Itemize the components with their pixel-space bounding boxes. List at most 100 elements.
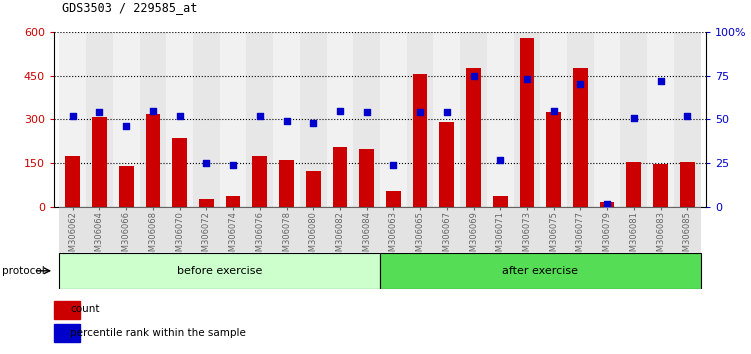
Bar bbox=[220, 32, 246, 207]
Bar bbox=[333, 147, 347, 207]
Bar bbox=[252, 156, 267, 207]
Bar bbox=[594, 207, 620, 253]
Bar bbox=[439, 122, 454, 207]
Point bbox=[547, 108, 559, 114]
Point bbox=[334, 108, 346, 114]
Bar bbox=[306, 171, 321, 207]
Point bbox=[521, 76, 533, 82]
Point bbox=[120, 124, 132, 129]
Point bbox=[681, 113, 693, 119]
Bar bbox=[113, 207, 140, 253]
Point bbox=[575, 81, 587, 87]
Bar bbox=[540, 32, 567, 207]
Bar bbox=[573, 68, 588, 207]
Text: count: count bbox=[71, 304, 100, 314]
Text: after exercise: after exercise bbox=[502, 266, 578, 276]
Bar bbox=[620, 32, 647, 207]
Point bbox=[388, 162, 400, 168]
Bar bbox=[626, 162, 641, 207]
Bar bbox=[172, 138, 187, 207]
Point bbox=[414, 110, 426, 115]
Bar bbox=[327, 32, 353, 207]
Text: before exercise: before exercise bbox=[177, 266, 262, 276]
Bar bbox=[540, 207, 567, 253]
Bar bbox=[674, 207, 701, 253]
Bar bbox=[300, 32, 327, 207]
Bar bbox=[380, 207, 407, 253]
Bar bbox=[166, 207, 193, 253]
Bar bbox=[246, 32, 273, 207]
Bar bbox=[113, 32, 140, 207]
Bar bbox=[433, 32, 460, 207]
Point bbox=[254, 113, 266, 119]
Bar bbox=[594, 32, 620, 207]
Bar bbox=[567, 207, 594, 253]
Bar bbox=[620, 207, 647, 253]
FancyBboxPatch shape bbox=[380, 253, 701, 289]
Point bbox=[227, 162, 239, 168]
Bar bbox=[680, 162, 695, 207]
Point bbox=[201, 160, 213, 166]
Bar bbox=[380, 32, 407, 207]
Bar bbox=[199, 199, 214, 207]
Bar bbox=[520, 38, 534, 207]
Bar bbox=[246, 207, 273, 253]
Bar bbox=[119, 166, 134, 207]
Bar bbox=[59, 32, 86, 207]
Bar bbox=[140, 32, 166, 207]
Bar bbox=[487, 207, 514, 253]
Bar bbox=[220, 207, 246, 253]
Bar bbox=[460, 32, 487, 207]
Bar bbox=[140, 207, 166, 253]
Bar bbox=[514, 32, 540, 207]
Bar bbox=[353, 207, 380, 253]
Bar bbox=[460, 207, 487, 253]
Bar bbox=[600, 202, 614, 207]
Bar bbox=[273, 207, 300, 253]
Bar bbox=[647, 207, 674, 253]
Point bbox=[628, 115, 640, 121]
Bar bbox=[493, 196, 508, 207]
Point bbox=[67, 113, 79, 119]
Bar bbox=[193, 207, 220, 253]
Point bbox=[655, 78, 667, 84]
Bar bbox=[546, 112, 561, 207]
Point bbox=[93, 110, 105, 115]
Bar bbox=[273, 32, 300, 207]
Bar bbox=[466, 68, 481, 207]
Bar bbox=[65, 156, 80, 207]
Bar bbox=[487, 32, 514, 207]
Point bbox=[147, 108, 159, 114]
Point bbox=[468, 73, 480, 79]
Bar bbox=[59, 207, 86, 253]
Point bbox=[280, 118, 292, 124]
Bar bbox=[433, 207, 460, 253]
Bar bbox=[300, 207, 327, 253]
Bar bbox=[166, 32, 193, 207]
Bar bbox=[674, 32, 701, 207]
Text: protocol: protocol bbox=[2, 266, 44, 276]
Point bbox=[307, 120, 319, 126]
Bar bbox=[279, 160, 294, 207]
Bar bbox=[386, 191, 401, 207]
Bar bbox=[353, 32, 380, 207]
Bar bbox=[146, 114, 160, 207]
Bar bbox=[567, 32, 594, 207]
Bar bbox=[647, 32, 674, 207]
Bar bbox=[413, 74, 427, 207]
Point bbox=[494, 157, 506, 162]
Bar bbox=[407, 207, 433, 253]
Point bbox=[441, 110, 453, 115]
Bar bbox=[54, 301, 80, 319]
Point bbox=[173, 113, 185, 119]
Bar bbox=[86, 207, 113, 253]
FancyBboxPatch shape bbox=[59, 253, 380, 289]
Bar bbox=[514, 207, 540, 253]
Bar bbox=[327, 207, 353, 253]
Text: percentile rank within the sample: percentile rank within the sample bbox=[71, 327, 246, 338]
Text: GDS3503 / 229585_at: GDS3503 / 229585_at bbox=[62, 1, 197, 14]
Bar bbox=[653, 164, 668, 207]
Bar bbox=[54, 324, 80, 342]
Bar bbox=[226, 196, 240, 207]
Bar bbox=[86, 32, 113, 207]
